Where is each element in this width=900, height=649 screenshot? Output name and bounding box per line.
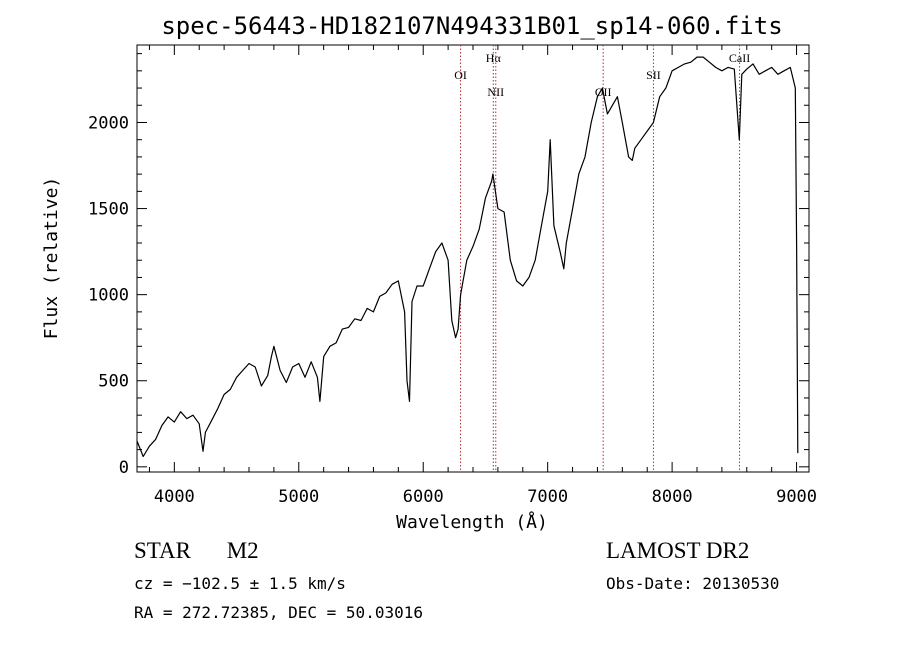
axis-ticks: 4000 5000 6000 7000 8000 9000 0 500 1000 1500 2000 bbox=[88, 45, 817, 507]
object-class: STAR M2 bbox=[134, 538, 259, 564]
marker-label: CaII bbox=[729, 51, 750, 65]
x-tick-label: 5000 bbox=[278, 487, 319, 507]
x-tick-label: 6000 bbox=[403, 487, 444, 507]
spectrum-line-0 bbox=[136, 56, 799, 458]
survey-label: LAMOST DR2 bbox=[606, 538, 750, 563]
plot-frame bbox=[136, 44, 810, 473]
x-tick-label: 7000 bbox=[527, 487, 568, 507]
x-tick-label: 9000 bbox=[776, 487, 817, 507]
y-tick-label: 0 bbox=[119, 458, 129, 478]
marker-label: Hα bbox=[486, 51, 502, 65]
y-tick-label: 500 bbox=[98, 372, 129, 392]
class-label: STAR bbox=[134, 538, 191, 563]
x-tick-label: 4000 bbox=[154, 487, 195, 507]
marker-label: NII bbox=[487, 85, 504, 99]
spectrum-series bbox=[136, 56, 799, 458]
coordinates: RA = 272.72385, DEC = 50.03016 bbox=[134, 603, 423, 622]
obs-date: Obs-Date: 20130530 bbox=[606, 574, 780, 593]
y-tick-label: 2000 bbox=[88, 113, 129, 133]
marker-label: SII bbox=[646, 68, 661, 82]
y-tick-label: 1000 bbox=[88, 286, 129, 306]
y-tick-label: 1500 bbox=[88, 200, 129, 220]
x-axis-label: Wavelength (Å) bbox=[396, 511, 548, 533]
x-tick-label: 8000 bbox=[652, 487, 693, 507]
subclass-label: M2 bbox=[226, 538, 259, 563]
redshift-value: cz = −102.5 ± 1.5 km/s bbox=[134, 574, 346, 593]
chart-title: spec-56443-HD182107N494331B01_sp14-060.f… bbox=[161, 12, 782, 40]
y-axis-label: Flux (relative) bbox=[41, 177, 62, 340]
marker-label: OI bbox=[454, 68, 467, 82]
